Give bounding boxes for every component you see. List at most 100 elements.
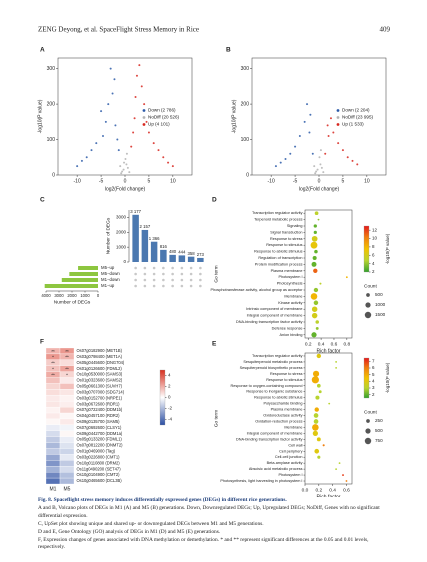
- point: [124, 158, 127, 161]
- size-legend-dot: [365, 302, 371, 308]
- heat-cell: [59, 436, 75, 443]
- colorbar-title: -log10(P value): [385, 233, 390, 264]
- term-label: Anion binding: [279, 333, 302, 337]
- significance-mark: **: [51, 372, 55, 377]
- dot: [313, 287, 319, 293]
- heat-cell: [45, 424, 61, 431]
- heat-cell: [45, 442, 61, 449]
- bar-value-label: 444: [178, 250, 186, 255]
- point: [315, 170, 318, 173]
- point: [322, 171, 325, 174]
- matrix-dot: [189, 266, 193, 270]
- term-label: Membrane: [284, 294, 302, 298]
- dot: [312, 424, 319, 431]
- point: [125, 152, 128, 155]
- term-label: Defense response: [272, 326, 303, 330]
- heat-cell: [59, 466, 75, 473]
- colorbar-tick-label: 4: [372, 261, 375, 266]
- matrix-dot: [171, 272, 174, 276]
- point: [123, 161, 126, 164]
- matrix-dot: [162, 266, 165, 270]
- point: [113, 78, 116, 81]
- set-label: M1−up: [101, 283, 115, 288]
- legend-label: Up (1 533): [342, 122, 364, 127]
- dot: [313, 300, 319, 306]
- point: [319, 149, 322, 152]
- matrix-dot: [162, 284, 165, 288]
- x-tick-label: -5: [293, 178, 298, 184]
- point: [314, 172, 317, 175]
- heat-cell: [59, 430, 75, 437]
- set-bar: [44, 284, 98, 288]
- y-tick-label: 300: [241, 66, 250, 72]
- row-label: Os05g0133200 (FDML1): [77, 437, 123, 442]
- size-legend-title: Count: [364, 409, 377, 415]
- term-label: Response to abiotic stimulus: [254, 396, 302, 400]
- row-label: Os07g0182900 (MET1B): [77, 348, 123, 353]
- term-label: Transcription regulator activity: [252, 354, 303, 358]
- panel-label: D: [212, 197, 217, 204]
- heat-cell: [45, 472, 61, 479]
- point: [298, 135, 301, 137]
- heat-cell: [59, 406, 75, 414]
- bar: [160, 249, 167, 262]
- row-label: Os05g0661300 (SUVH7): [77, 384, 123, 389]
- term-label: Oxidation-reduction process: [255, 419, 302, 423]
- matrix-dot: [134, 266, 137, 270]
- set-label: M5−up: [101, 265, 115, 270]
- row-label: Os09g0442700 (DDM1a): [77, 431, 123, 436]
- matrix-dot: [199, 266, 202, 270]
- point: [284, 158, 287, 161]
- point: [133, 117, 136, 120]
- dot: [314, 448, 320, 454]
- term-label: Sesquiterpenoid biosynthetic process: [240, 366, 303, 370]
- point: [145, 120, 148, 123]
- point: [274, 165, 277, 168]
- heat-cell: [59, 377, 75, 384]
- dot: [311, 306, 318, 312]
- x-axis-label: Rich factor: [317, 348, 341, 354]
- panel-label: E: [212, 341, 217, 348]
- legend-swatch: [142, 116, 146, 119]
- term-label: Response to inorganic substance: [246, 390, 302, 394]
- matrix-dot: [180, 278, 184, 282]
- heat-cell: [59, 401, 75, 408]
- significance-mark: **: [51, 349, 55, 354]
- row-label: Os11g0490200 (SET47): [77, 466, 122, 471]
- bar-value-label: 358: [188, 251, 196, 256]
- size-legend-label: 750: [375, 438, 383, 443]
- significance-mark: *: [66, 372, 68, 377]
- significance-mark: **: [65, 355, 69, 360]
- x-tick-label: -10: [268, 178, 275, 184]
- size-legend-label: 500: [375, 292, 383, 297]
- dot: [313, 224, 317, 228]
- term-label: DNA-binding transcription factor activit…: [236, 437, 303, 441]
- term-label: Polysaccharide binding: [263, 402, 302, 406]
- significance-mark: **: [65, 367, 69, 372]
- point: [95, 142, 98, 145]
- y-tick-label: 0: [246, 172, 249, 178]
- colorbar-tick-label: 10: [372, 236, 378, 241]
- term-label: Abscisic acid metabolic process: [249, 467, 303, 471]
- term-label: Response to stress: [270, 237, 303, 241]
- point: [308, 131, 311, 134]
- point: [143, 103, 146, 106]
- set-bar: [69, 272, 98, 276]
- dot: [310, 293, 318, 300]
- point: [147, 131, 150, 134]
- legend-swatch: [336, 116, 340, 119]
- row-label: Os03g0707000 (SDG714): [77, 389, 125, 394]
- bar-value-label: 1 366: [149, 236, 160, 241]
- term-label: Plasma membrane: [271, 269, 303, 273]
- row-label: Os03g0798400 (MET1A): [77, 354, 123, 359]
- y-tick-label: 200: [47, 101, 56, 107]
- x-tick-label: 5: [342, 178, 345, 184]
- heat-cell: [45, 389, 61, 396]
- bar: [169, 254, 176, 262]
- matrix-dot: [152, 272, 156, 276]
- x-axis-label: log2(Fold change): [299, 186, 340, 192]
- x-tick-label: 0: [318, 178, 321, 184]
- matrix-dot: [152, 284, 156, 288]
- dot: [316, 437, 321, 442]
- size-legend-dot: [366, 293, 370, 297]
